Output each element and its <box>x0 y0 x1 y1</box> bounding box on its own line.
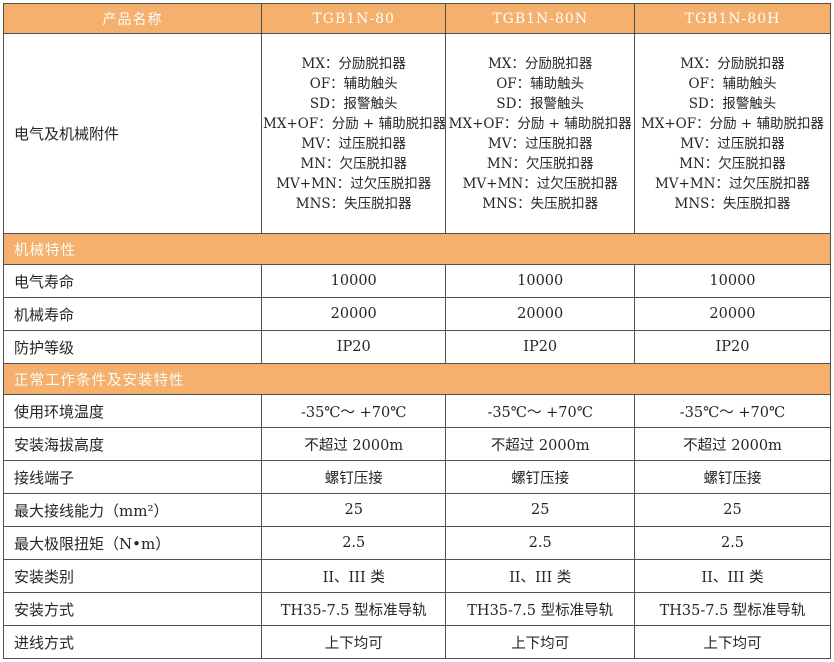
row-label: 接线端子 <box>2 460 263 494</box>
row-label: 电气寿命 <box>2 264 263 298</box>
cell-value: 10000 <box>445 264 635 298</box>
cell-value: 25 <box>633 493 832 527</box>
row-label: 安装海拔高度 <box>2 427 263 461</box>
cell-value: 不超过 2000m <box>633 427 832 461</box>
cell-value: 25 <box>445 493 635 527</box>
row-label: 安装类别 <box>2 559 263 593</box>
table-row: 使用环境温度 -35℃～ +70℃ -35℃～ +70℃ -35℃～ +70℃ <box>2 394 832 428</box>
table-row: 最大极限扭矩（N•m） 2.5 2.5 2.5 <box>2 526 832 560</box>
table-row: 防护等级 IP20 IP20 IP20 <box>2 330 832 364</box>
table-row: 最大接线能力（mm²） 25 25 25 <box>2 493 832 527</box>
product-spec-table: 产品名称 TGB1N-80 TGB1N-80N TGB1N-80H 电气及机械附… <box>2 3 832 659</box>
accessory-line: MNS：失压脱扣器 <box>674 195 791 212</box>
accessory-line: MX：分励脱扣器 <box>301 55 406 72</box>
cell-value: 上下均可 <box>633 625 832 659</box>
row-label: 机械寿命 <box>2 297 263 331</box>
section-title: 正常工作条件及安装特性 <box>3 363 831 395</box>
cell-value: 10000 <box>261 264 447 298</box>
accessory-line: MNS：失压脱扣器 <box>482 195 599 212</box>
accessory-line: MX+OF：分励 + 辅助脱扣器 <box>263 115 446 132</box>
accessories-row: 电气及机械附件 MX：分励脱扣器 OF：辅助触头 SD：报警触头 MX+OF：分… <box>2 33 832 234</box>
cell-value: IP20 <box>633 330 832 364</box>
accessory-line: MV：过压脱扣器 <box>487 135 593 152</box>
cell-value: 2.5 <box>633 526 832 560</box>
table-row: 机械寿命 20000 20000 20000 <box>2 297 832 331</box>
row-label: 使用环境温度 <box>2 394 263 428</box>
cell-value: IP20 <box>445 330 635 364</box>
row-label: 进线方式 <box>2 625 263 659</box>
cell-value: 2.5 <box>261 526 447 560</box>
row-label: 安装方式 <box>2 592 263 626</box>
header-product-name: 产品名称 <box>2 3 263 34</box>
cell-value: -35℃～ +70℃ <box>445 394 635 428</box>
cell-value: II、III 类 <box>445 559 635 593</box>
cell-value: TH35-7.5 型标准导轨 <box>445 592 635 626</box>
cell-value: TH35-7.5 型标准导轨 <box>261 592 447 626</box>
row-label-accessories: 电气及机械附件 <box>2 33 263 234</box>
cell-value: 不超过 2000m <box>261 427 447 461</box>
accessories-cell-1: MX：分励脱扣器 OF：辅助触头 SD：报警触头 MX+OF：分励 + 辅助脱扣… <box>445 33 635 234</box>
accessory-line: MV：过压脱扣器 <box>301 135 406 152</box>
section-header-working-conditions: 正常工作条件及安装特性 <box>3 363 831 395</box>
cell-value: -35℃～ +70℃ <box>261 394 447 428</box>
cell-value: -35℃～ +70℃ <box>633 394 832 428</box>
section-title: 机械特性 <box>3 233 831 265</box>
accessory-line: MV+MN：过欠压脱扣器 <box>276 175 432 192</box>
cell-value: 上下均可 <box>261 625 447 659</box>
table-row: 安装类别 II、III 类 II、III 类 II、III 类 <box>2 559 832 593</box>
section-header-mechanical: 机械特性 <box>3 233 831 265</box>
row-label: 防护等级 <box>2 330 263 364</box>
cell-value: 不超过 2000m <box>445 427 635 461</box>
accessory-line: SD：报警触头 <box>309 95 398 112</box>
header-product-2: TGB1N-80H <box>633 3 832 34</box>
accessory-line: SD：报警触头 <box>496 95 584 112</box>
accessory-line: MNS：失压脱扣器 <box>295 195 412 212</box>
table-row: 安装海拔高度 不超过 2000m 不超过 2000m 不超过 2000m <box>2 427 832 461</box>
header-product-1: TGB1N-80N <box>445 3 635 34</box>
cell-value: 25 <box>261 493 447 527</box>
accessory-line: MX：分励脱扣器 <box>487 55 593 72</box>
cell-value: 20000 <box>445 297 635 331</box>
cell-value: TH35-7.5 型标准导轨 <box>633 592 832 626</box>
table-row: 安装方式 TH35-7.5 型标准导轨 TH35-7.5 型标准导轨 TH35-… <box>2 592 832 626</box>
accessory-line: MN：欠压脱扣器 <box>300 155 408 172</box>
row-label: 最大接线能力（mm²） <box>2 493 263 527</box>
accessory-line: OF：辅助触头 <box>309 75 398 92</box>
cell-value: 10000 <box>633 264 832 298</box>
accessories-cell-2: MX：分励脱扣器 OF：辅助触头 SD：报警触头 MX+OF：分励 + 辅助脱扣… <box>633 33 832 234</box>
accessory-line: OF：辅助触头 <box>688 75 777 92</box>
accessories-cell-0: MX：分励脱扣器 OF：辅助触头 SD：报警触头 MX+OF：分励 + 辅助脱扣… <box>261 33 447 234</box>
accessory-line: MV+MN：过欠压脱扣器 <box>654 175 810 192</box>
accessory-line: SD：报警触头 <box>688 95 777 112</box>
cell-value: 上下均可 <box>445 625 635 659</box>
cell-value: 螺钉压接 <box>633 460 832 494</box>
accessory-line: MV+MN：过欠压脱扣器 <box>462 175 618 192</box>
accessory-line: OF：辅助触头 <box>496 75 585 92</box>
accessory-line: MX+OF：分励 + 辅助脱扣器 <box>640 115 825 132</box>
row-label: 最大极限扭矩（N•m） <box>2 526 263 560</box>
cell-value: 20000 <box>261 297 447 331</box>
accessory-line: MX：分励脱扣器 <box>680 55 785 72</box>
header-product-0: TGB1N-80 <box>261 3 447 34</box>
cell-value: 螺钉压接 <box>445 460 635 494</box>
accessory-line: MV：过压脱扣器 <box>680 135 785 152</box>
table-header-row: 产品名称 TGB1N-80 TGB1N-80N TGB1N-80H <box>2 3 832 34</box>
cell-value: II、III 类 <box>261 559 447 593</box>
accessory-line: MN：欠压脱扣器 <box>679 155 786 172</box>
cell-value: 2.5 <box>445 526 635 560</box>
accessory-line: MN：欠压脱扣器 <box>486 155 594 172</box>
accessory-line: MX+OF：分励 + 辅助脱扣器 <box>448 115 632 132</box>
cell-value: II、III 类 <box>633 559 832 593</box>
cell-value: 20000 <box>633 297 832 331</box>
table-row: 接线端子 螺钉压接 螺钉压接 螺钉压接 <box>2 460 832 494</box>
cell-value: 螺钉压接 <box>261 460 447 494</box>
table-row: 进线方式 上下均可 上下均可 上下均可 <box>2 625 832 659</box>
cell-value: IP20 <box>261 330 447 364</box>
table-row: 电气寿命 10000 10000 10000 <box>2 264 832 298</box>
